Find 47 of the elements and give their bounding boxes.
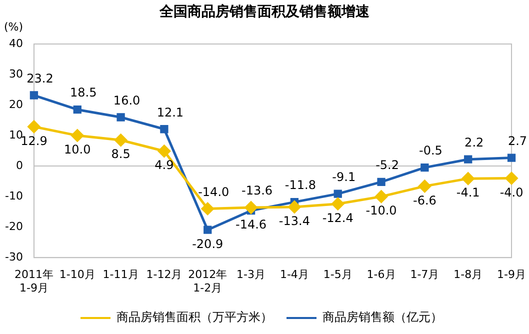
x-tick-label: 1-5月 [323,268,352,282]
data-label: 12.1 [156,105,184,120]
y-tick-label: 20 [8,98,23,111]
data-label: -12.4 [322,211,354,226]
data-label: -20.9 [192,236,224,251]
data-label: -10.0 [366,204,397,218]
data-label: 16.0 [113,93,140,108]
y-tick-label: -30 [5,250,23,264]
y-axis-title: (%) [4,20,24,34]
y-tick-label: -10 [5,189,23,202]
data-label: -4.1 [456,186,480,200]
x-tick-label: 2012年 1-2月 [188,268,228,294]
data-label: -4.0 [500,185,524,200]
x-tick-label: 1-8月 [454,268,483,282]
data-label: -13.6 [242,184,273,198]
y-tick-label: 30 [8,67,23,80]
data-label: 8.5 [111,147,130,162]
x-tick-label: 2011年 1-9月 [14,268,54,294]
x-tick-label: 1-7月 [410,268,440,282]
legend-label: 商品房销售面积（万平方米） [116,310,272,324]
y-tick-label: 10 [8,128,23,142]
x-tick-label: 1-4月 [280,268,309,282]
data-label: -14.0 [198,184,230,199]
legend-label: 商品房销售额（亿元） [322,310,442,324]
chart-title: 全国商品房销售面积及销售额增速 [158,2,370,22]
data-label: -5.2 [376,158,399,172]
data-label: 2.7 [508,134,528,148]
y-tick-label: 40 [8,36,23,50]
data-label: -0.5 [418,144,442,158]
x-tick-label: 1-12月 [146,268,182,282]
data-label: 18.5 [70,86,97,100]
data-label: -14.6 [236,218,267,232]
data-label: 4.9 [154,158,174,172]
x-tick-label: 1-6月 [366,268,396,282]
data-label: 10.0 [64,142,91,157]
data-label: -11.8 [284,178,316,192]
x-tick-label: 1-3月 [236,268,266,282]
x-tick-label: 1-11月 [102,268,139,282]
data-label: 2.2 [464,135,484,150]
y-tick-label: -20 [5,220,23,233]
data-label: -9.1 [332,170,356,184]
y-tick-label: 0 [16,158,23,172]
data-label: -6.6 [412,193,436,208]
data-label: -13.4 [278,214,310,228]
data-label: 23.2 [26,71,54,86]
x-tick-label: 1-10月 [59,268,96,282]
x-tick-label: 1-9月 [497,268,526,282]
